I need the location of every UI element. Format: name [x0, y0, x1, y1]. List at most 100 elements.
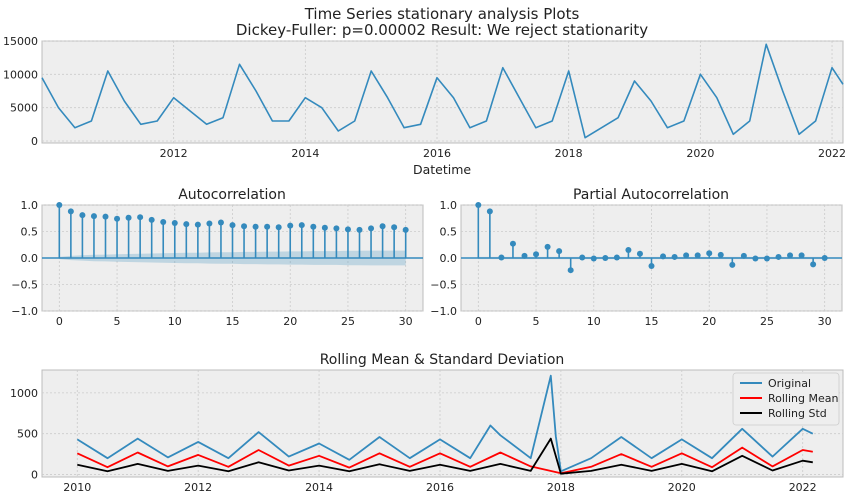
marker-lag-5	[114, 215, 121, 222]
marker-lag-1	[67, 208, 74, 215]
rolling-plot-area	[41, 369, 844, 478]
marker-lag-12	[613, 254, 620, 261]
time-series-grid	[42, 40, 843, 143]
x-tick-label: 30	[818, 315, 832, 328]
y-tick-label: 0.5	[21, 226, 39, 239]
marker-lag-15	[229, 222, 236, 229]
marker-lag-0	[56, 202, 63, 208]
y-tick-label: 1.0	[21, 199, 39, 212]
marker-lag-25	[344, 226, 351, 233]
marker-lag-20	[287, 222, 294, 229]
marker-lag-22	[729, 261, 736, 268]
marker-lag-14	[217, 219, 224, 226]
x-tick-label: 5	[114, 315, 121, 328]
marker-lag-5	[533, 251, 540, 258]
marker-lag-25	[763, 255, 770, 262]
marker-lag-1	[486, 208, 493, 215]
marker-lag-0	[475, 202, 482, 208]
x-tick-label: 25	[760, 315, 774, 328]
rolling-title: Rolling Mean & Standard Deviation	[320, 352, 565, 368]
x-tick-label: 5	[533, 315, 540, 328]
marker-lag-6	[544, 243, 551, 250]
legend-label-rolling-std: Rolling Std	[768, 407, 827, 420]
marker-lag-17	[671, 253, 678, 260]
x-tick-label: 30	[399, 315, 413, 328]
marker-lag-10	[171, 220, 178, 227]
x-tick-label: 2010	[63, 481, 91, 494]
acf-x-ticks: 0 5 10 15 20 25 30	[56, 315, 413, 328]
marker-lag-8	[567, 267, 574, 274]
marker-lag-21	[717, 251, 724, 258]
figure-subtitle: Dickey-Fuller: p=0.00002 Result: We reje…	[236, 21, 648, 39]
pacf-title: Partial Autocorrelation	[573, 187, 729, 203]
rolling-std-series	[77, 437, 813, 475]
marker-lag-21	[298, 222, 305, 229]
y-tick-label: −0.5	[11, 279, 38, 292]
x-tick-label: 20	[283, 315, 297, 328]
legend-label-original: Original	[768, 377, 811, 390]
marker-lag-30	[402, 226, 409, 233]
marker-lag-24	[333, 225, 340, 232]
time-series-x-label: Datetime	[413, 162, 471, 177]
x-tick-label: 15	[226, 315, 240, 328]
x-tick-label: 20	[702, 315, 716, 328]
marker-lag-3	[509, 240, 516, 247]
marker-lag-19	[694, 252, 701, 259]
y-tick-label: 10000	[3, 68, 38, 81]
marker-lag-18	[683, 252, 690, 259]
acf-title: Autocorrelation	[178, 187, 286, 203]
marker-lag-16	[660, 253, 667, 260]
marker-lag-9	[160, 218, 167, 225]
marker-lag-16	[241, 223, 248, 230]
y-tick-label: −1.0	[430, 305, 457, 318]
acf-y-ticks: −1.0 −0.5 0.0 0.5 1.0	[11, 199, 38, 318]
x-tick-label: 2016	[423, 147, 451, 160]
marker-lag-12	[194, 221, 201, 228]
rolling-legend: Original Rolling Mean Rolling Std	[732, 372, 840, 426]
y-tick-label: 1.0	[440, 199, 458, 212]
marker-lag-11	[183, 221, 190, 228]
y-tick-label: 0.0	[21, 252, 39, 265]
y-tick-label: 0.0	[440, 252, 458, 265]
marker-lag-13	[206, 220, 213, 227]
marker-lag-28	[798, 252, 805, 259]
time-series-x-ticks: 2012 2014 2016 2018 2020 2022	[160, 147, 846, 160]
x-tick-label: 2020	[668, 481, 696, 494]
series-line	[41, 43, 844, 139]
x-tick-label: 2016	[426, 481, 454, 494]
marker-lag-14	[636, 250, 643, 257]
time-series-plot-area	[41, 40, 844, 144]
marker-lag-23	[740, 252, 747, 259]
marker-lag-22	[310, 223, 317, 230]
marker-lag-27	[787, 252, 794, 259]
original-series	[76, 374, 814, 473]
x-tick-label: 2022	[789, 481, 817, 494]
marker-lag-30	[821, 255, 828, 261]
marker-lag-29	[391, 224, 398, 231]
pacf-stems	[461, 202, 842, 274]
marker-lag-19	[275, 224, 282, 231]
rolling-x-ticks: 2010 2012 2014 2016 2018 2020 2022	[63, 481, 816, 494]
marker-lag-26	[775, 253, 782, 260]
marker-lag-3	[90, 213, 97, 220]
marker-lag-2	[498, 254, 505, 261]
y-tick-label: 500	[17, 428, 38, 441]
x-tick-label: 10	[168, 315, 182, 328]
y-tick-label: −0.5	[430, 279, 457, 292]
y-tick-label: 0	[31, 469, 38, 482]
rolling-panel: Rolling Mean & Standard Deviation 0 500 10…	[10, 352, 844, 494]
rolling-lines	[76, 374, 814, 475]
marker-lag-18	[264, 223, 271, 230]
x-tick-label: 25	[341, 315, 355, 328]
marker-lag-7	[556, 248, 563, 255]
marker-lag-2	[79, 212, 86, 219]
figure-title: Time Series stationary analysis Plots	[304, 5, 580, 23]
acf-stems	[42, 202, 423, 259]
pacf-y-ticks: −1.0 −0.5 0.0 0.5 1.0	[430, 199, 457, 318]
marker-lag-8	[148, 216, 155, 223]
y-tick-label: 1000	[10, 387, 38, 400]
x-tick-label: 2012	[160, 147, 188, 160]
marker-lag-13	[625, 247, 632, 254]
rolling-y-ticks: 0 500 1000	[10, 387, 38, 482]
